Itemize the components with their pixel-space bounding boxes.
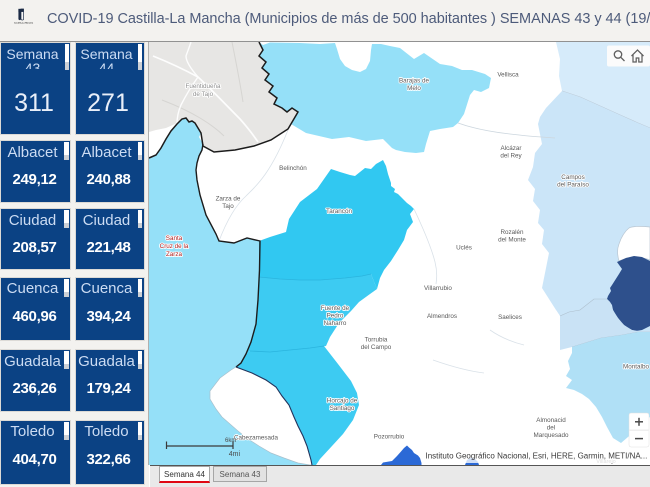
svg-text:Campos: Campos <box>561 174 584 181</box>
svg-text:del Paraíso: del Paraíso <box>557 182 589 189</box>
svg-text:Villarrubio: Villarrubio <box>424 285 452 292</box>
svg-text:Alcázar: Alcázar <box>501 145 522 152</box>
svg-text:Cruz de la: Cruz de la <box>160 243 189 250</box>
svg-text:Saelices: Saelices <box>498 314 522 321</box>
svg-text:Belinchón: Belinchón <box>279 165 307 172</box>
svg-text:Cabezamesada: Cabezamesada <box>234 435 279 442</box>
svg-text:Tarancón: Tarancón <box>326 208 352 215</box>
svg-text:Montalbo: Montalbo <box>623 364 649 371</box>
svg-text:del: del <box>547 425 555 432</box>
svg-text:Melo: Melo <box>407 85 421 92</box>
svg-text:del Rey: del Rey <box>500 153 522 160</box>
svg-text:Pozorrubio: Pozorrubio <box>374 434 405 441</box>
svg-text:Tajo: Tajo <box>222 203 234 210</box>
svg-text:del Monte: del Monte <box>498 237 526 244</box>
svg-text:Uclés: Uclés <box>456 245 472 252</box>
svg-text:Zarza: Zarza <box>166 251 183 258</box>
svg-text:6km: 6km <box>225 438 236 444</box>
svg-text:Vellisca: Vellisca <box>497 72 519 79</box>
svg-text:Instituto Geográfico Nacional,: Instituto Geográfico Nacional, Esri, HER… <box>426 452 648 461</box>
svg-text:Torrubia: Torrubia <box>365 337 388 344</box>
svg-text:Almendros: Almendros <box>427 313 457 320</box>
svg-text:Pedro: Pedro <box>327 313 344 320</box>
svg-text:Rozalén: Rozalén <box>500 229 524 236</box>
svg-text:de Tajo: de Tajo <box>193 91 214 98</box>
svg-text:del Campo: del Campo <box>361 344 392 351</box>
svg-text:Barajas de: Barajas de <box>399 78 430 85</box>
svg-text:Fuentidueña: Fuentidueña <box>185 83 221 90</box>
svg-text:Santiago: Santiago <box>330 405 355 412</box>
svg-text:Santa: Santa <box>166 235 183 242</box>
svg-text:Fuente de: Fuente de <box>321 305 350 312</box>
svg-text:Almonacid: Almonacid <box>536 417 566 424</box>
svg-text:Naharro: Naharro <box>324 320 347 327</box>
svg-text:Horcajo de: Horcajo de <box>327 398 358 405</box>
svg-text:Marquesado: Marquesado <box>533 432 569 439</box>
svg-text:Zarza de: Zarza de <box>216 196 241 203</box>
svg-text:4mi: 4mi <box>229 451 241 458</box>
